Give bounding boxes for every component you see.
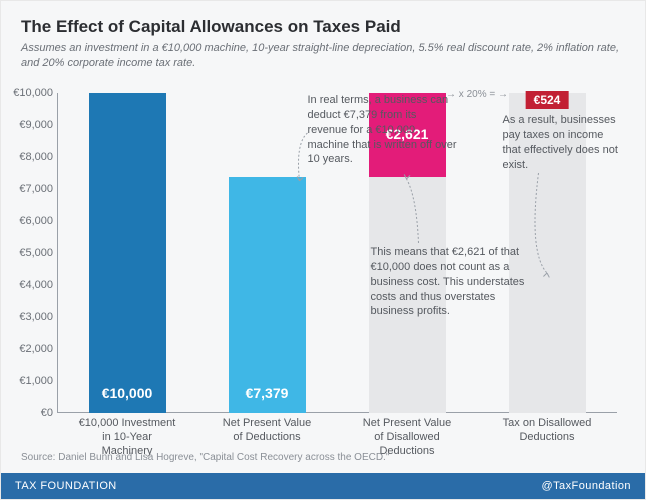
footer-handle: @TaxFoundation bbox=[542, 480, 632, 492]
bar-value-label: €7,379 bbox=[229, 385, 306, 401]
header: The Effect of Capital Allowances on Taxe… bbox=[1, 1, 645, 81]
footer-brand: TAX FOUNDATION bbox=[15, 480, 117, 492]
annotation-3: As a result, businesses pay taxes on inc… bbox=[503, 113, 623, 172]
y-axis: €0€1,000€2,000€3,000€4,000€5,000€6,000€7… bbox=[9, 93, 57, 413]
y-tick: €1,000 bbox=[9, 375, 53, 387]
source-text: Source: Daniel Bunn and Lisa Hogreve, "C… bbox=[21, 452, 389, 463]
y-tick: €6,000 bbox=[9, 215, 53, 227]
page-subtitle: Assumes an investment in a €10,000 machi… bbox=[21, 41, 625, 71]
bar-investment: €10,000 bbox=[89, 93, 166, 413]
result-box: €524 bbox=[526, 91, 569, 109]
y-tick: €3,000 bbox=[9, 311, 53, 323]
y-tick: €0 bbox=[9, 407, 53, 419]
annotation-2: This means that €2,621 of that €10,000 d… bbox=[371, 245, 531, 319]
footer: TAX FOUNDATION @TaxFoundation bbox=[1, 473, 645, 499]
card: The Effect of Capital Allowances on Taxe… bbox=[0, 0, 646, 500]
y-tick: €4,000 bbox=[9, 279, 53, 291]
y-tick: €2,000 bbox=[9, 343, 53, 355]
annotation-1: In real terms, a business can deduct €7,… bbox=[308, 93, 458, 167]
x-label-tax-disallowed: Tax on DisallowedDeductions bbox=[477, 417, 617, 445]
bar-value-label: €10,000 bbox=[89, 385, 166, 401]
bar-slot-investment: €10,000 bbox=[89, 93, 166, 413]
page-title: The Effect of Capital Allowances on Taxe… bbox=[21, 17, 625, 37]
chart: €0€1,000€2,000€3,000€4,000€5,000€6,000€7… bbox=[57, 93, 617, 413]
bar-slot-npv-deductions: €7,379 bbox=[229, 93, 306, 413]
y-tick: €8,000 bbox=[9, 151, 53, 163]
y-tick: €10,000 bbox=[9, 87, 53, 99]
y-tick: €7,000 bbox=[9, 183, 53, 195]
y-tick: €5,000 bbox=[9, 247, 53, 259]
x-label-npv-deductions: Net Present Valueof Deductions bbox=[197, 417, 337, 445]
bar-npv-deductions: €7,379 bbox=[229, 177, 306, 413]
y-tick: €9,000 bbox=[9, 119, 53, 131]
